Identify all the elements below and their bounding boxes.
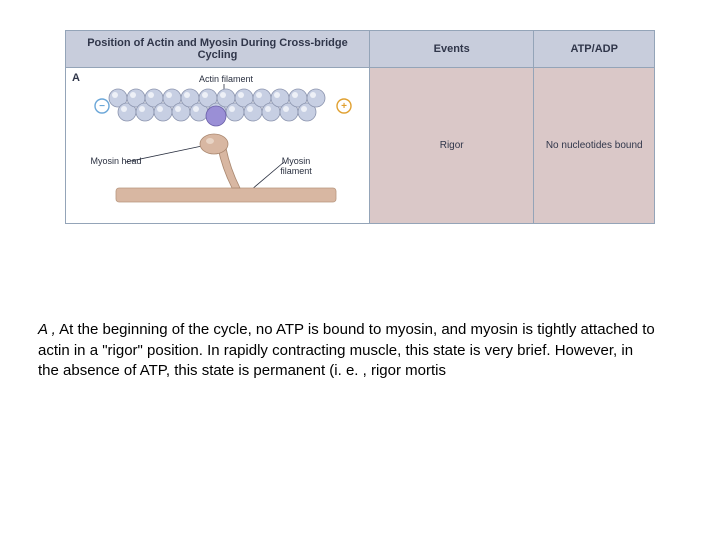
- table-header-row: Position of Actin and Myosin During Cros…: [66, 31, 654, 68]
- crossbridge-table: Position of Actin and Myosin During Cros…: [65, 30, 655, 224]
- caption-lead: A ,: [38, 321, 56, 338]
- col-header-diagram: Position of Actin and Myosin During Cros…: [66, 31, 370, 68]
- col-header-atp: ATP/ADP: [534, 31, 654, 68]
- caption-body: At the beginning of the cycle, no ATP is…: [38, 321, 655, 379]
- crossbridge-diagram: −+: [66, 68, 371, 223]
- svg-text:−: −: [99, 101, 105, 112]
- table-row: A −+ Actin filament Myosin head Myosin f…: [66, 68, 654, 223]
- label-actin-filament: Actin filament: [186, 74, 266, 84]
- col-header-events: Events: [370, 31, 534, 68]
- label-myosin-head: Myosin head: [86, 156, 146, 166]
- label-myosin-filament: Myosin filament: [266, 156, 326, 176]
- svg-text:+: +: [341, 101, 347, 112]
- cell-atp: No nucleotides bound: [534, 68, 654, 223]
- cell-diagram: A −+ Actin filament Myosin head Myosin f…: [66, 68, 370, 223]
- caption-text: A , At the beginning of the cycle, no AT…: [38, 320, 658, 382]
- cell-events: Rigor: [370, 68, 534, 223]
